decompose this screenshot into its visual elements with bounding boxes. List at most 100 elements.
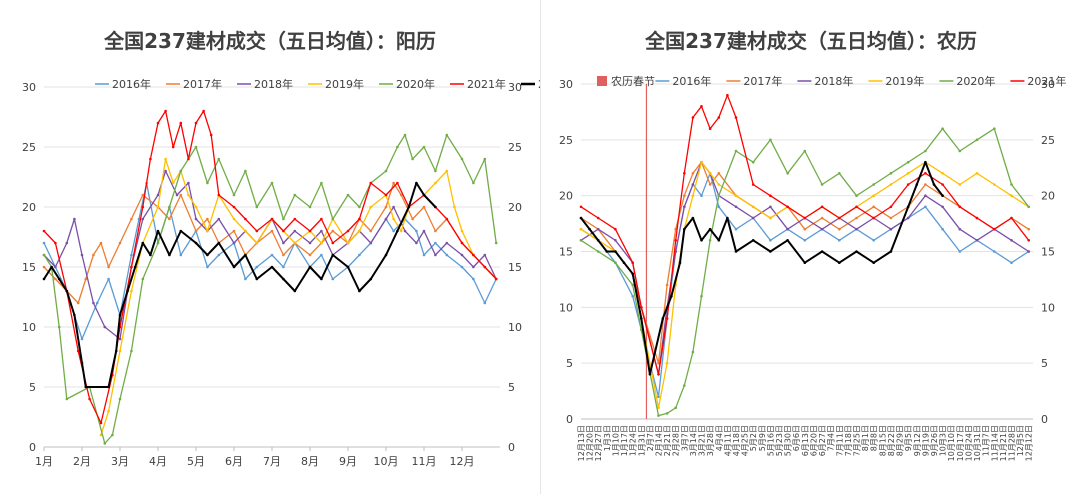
series-point-2022	[726, 216, 729, 220]
series-point-2022	[194, 241, 198, 245]
x-tick-label: 4月4日	[715, 425, 724, 451]
series-point-2020	[958, 149, 962, 153]
y-tick-label: 10	[559, 301, 573, 314]
series-point-2018	[175, 193, 179, 197]
series-point-2022	[369, 277, 373, 281]
legend-label: 2019年	[885, 74, 924, 88]
series-point-2021	[889, 205, 893, 209]
series-point-2018	[54, 265, 57, 269]
series-point-2016	[1010, 261, 1013, 265]
legend-item-2022: 2022年	[521, 77, 540, 91]
series-point-2019	[872, 194, 875, 197]
series-point-2021	[483, 265, 487, 269]
y2-tick-label: 30	[508, 81, 522, 94]
series-point-2020	[168, 205, 171, 209]
x-tick-label: 4月11日	[723, 425, 732, 456]
series-point-2022	[217, 241, 221, 245]
series-point-2016	[217, 253, 221, 257]
series-point-2020	[683, 384, 686, 387]
series-point-2022	[717, 239, 721, 242]
series-point-2017	[42, 265, 46, 269]
series-point-2020	[217, 157, 221, 161]
series-point-2020	[434, 169, 437, 173]
y2-tick-label: 0	[1041, 413, 1048, 426]
x-tick-label: 6月20日	[809, 425, 818, 456]
series-point-2017	[270, 229, 274, 233]
x-tick-label: 12月20日	[586, 425, 595, 461]
series-point-2020	[255, 205, 259, 209]
series-point-2021	[579, 205, 583, 209]
series-point-2020	[206, 181, 209, 185]
series-point-2017	[1027, 227, 1030, 231]
series-point-2022	[415, 181, 418, 185]
y2-tick-label: 5	[508, 381, 515, 394]
y-tick-label: 25	[559, 134, 573, 147]
series-point-2020	[691, 350, 695, 354]
y-tick-label: 5	[566, 357, 573, 370]
series-point-2021	[141, 205, 145, 209]
series-point-2021	[975, 216, 979, 220]
series-point-2020	[889, 172, 893, 175]
x-tick-label: 7月4日	[827, 425, 836, 451]
y2-tick-label: 10	[1041, 301, 1055, 314]
series-point-2021	[156, 121, 160, 125]
y-tick-label: 20	[22, 201, 36, 214]
series-point-2020	[282, 217, 285, 221]
series-point-2017	[872, 205, 875, 209]
y-tick-label: 0	[566, 413, 573, 426]
series-point-2018	[80, 253, 84, 257]
series-point-2021	[270, 217, 274, 221]
series-point-2022	[648, 373, 652, 376]
legend-label: 2016年	[112, 77, 151, 91]
series-point-2018	[769, 205, 772, 209]
series-point-2016	[179, 253, 183, 257]
series-point-2018	[434, 253, 437, 257]
series-point-2016	[137, 217, 141, 221]
x-tick-label: 6月27日	[818, 425, 827, 456]
series-point-2019	[708, 172, 712, 175]
series-point-2021	[906, 183, 910, 186]
series-point-2021	[855, 205, 858, 209]
series-point-2020	[396, 145, 399, 149]
legend-label: 2020年	[396, 77, 435, 91]
series-point-2017	[54, 277, 57, 281]
series-point-2017	[717, 172, 721, 175]
series-point-2016	[734, 227, 738, 231]
series-point-2021	[838, 216, 841, 220]
series-point-2020	[820, 183, 824, 186]
series-point-2019	[453, 205, 456, 209]
series-point-2020	[411, 157, 414, 161]
series-point-2016	[80, 337, 84, 341]
series-point-2016	[320, 253, 323, 257]
series-point-2020	[700, 294, 703, 298]
series-point-2016	[422, 253, 426, 257]
legend-item-2017: 2017年	[726, 74, 782, 88]
series-point-2021	[358, 217, 361, 221]
series-point-2019	[187, 193, 190, 197]
series-point-2022	[396, 229, 399, 233]
series-point-2021	[194, 121, 198, 125]
legend-label: 2018年	[254, 77, 293, 91]
series-point-2022	[244, 253, 247, 257]
series-point-2018	[941, 205, 944, 209]
series-point-2020	[403, 133, 407, 137]
series-point-2018	[958, 227, 962, 231]
series-point-2020	[111, 433, 114, 437]
series-point-2021	[614, 227, 617, 231]
series-point-2020	[384, 169, 388, 173]
series-point-2018	[483, 253, 487, 257]
x-tick-label: 5月9日	[758, 425, 767, 451]
series-point-2020	[270, 181, 274, 185]
series-point-2016	[941, 227, 944, 231]
series-point-2016	[838, 239, 841, 242]
series-point-2020	[42, 253, 46, 257]
series-point-2021	[217, 193, 221, 197]
series-point-2020	[65, 397, 69, 401]
x-tick-label: 8月8日	[870, 425, 879, 451]
series-point-2019	[691, 194, 695, 197]
series-point-2019	[399, 229, 403, 233]
series-point-2022	[50, 265, 53, 269]
series-point-2017	[691, 172, 695, 175]
series-point-2018	[369, 241, 373, 245]
legend-item-2019: 2019年	[868, 74, 924, 88]
